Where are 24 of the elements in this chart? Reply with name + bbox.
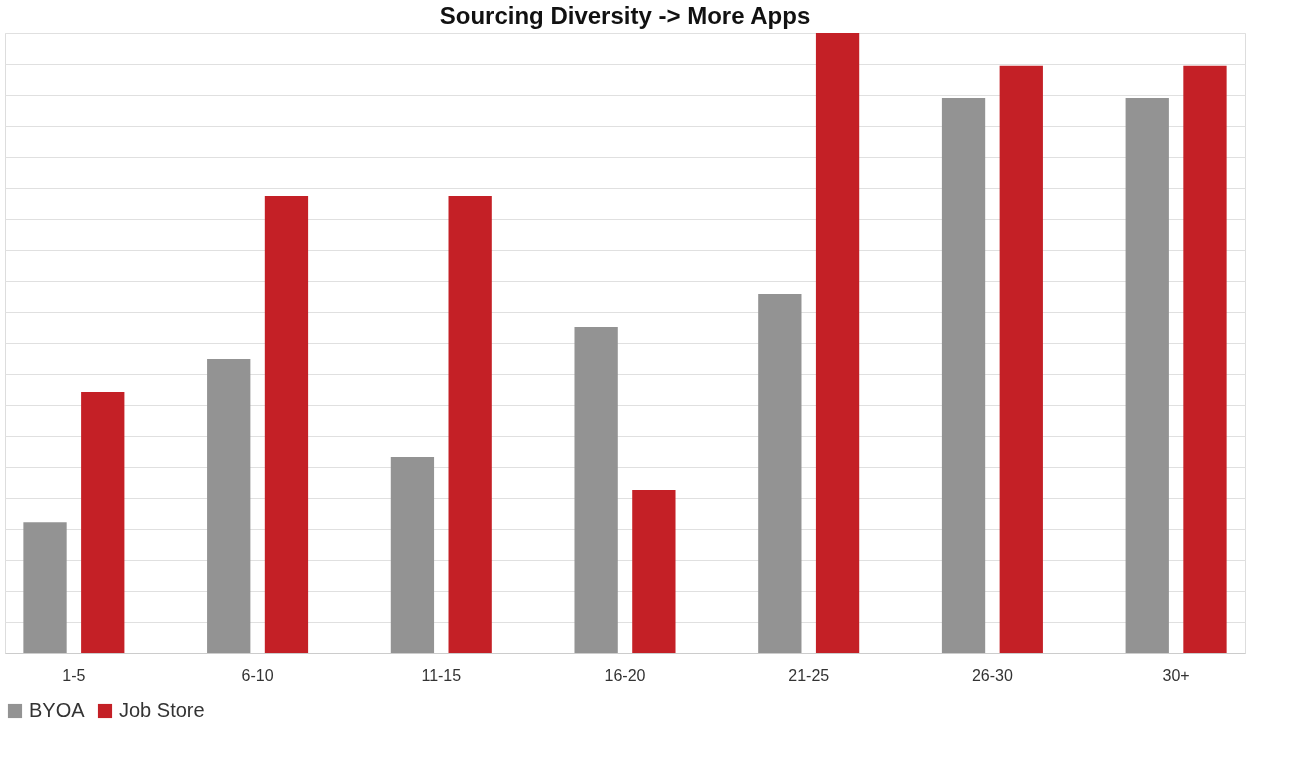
x-tick-label: 1-5 bbox=[62, 666, 86, 684]
bar bbox=[941, 98, 986, 653]
x-tick-label: 21-25 bbox=[788, 666, 830, 684]
x-tick-label: 11-15 bbox=[421, 666, 462, 684]
x-tick-label: 30+ bbox=[1162, 666, 1190, 684]
bar bbox=[264, 196, 309, 653]
x-tick-label: 26-30 bbox=[971, 666, 1013, 684]
x-tick-label: 6-10 bbox=[241, 666, 274, 684]
bar bbox=[1183, 65, 1227, 653]
legend-label: BYOA bbox=[29, 699, 86, 721]
bar bbox=[81, 391, 125, 653]
x-tick-label: 16-20 bbox=[604, 666, 646, 684]
chart-title: Sourcing Diversity -> More Apps bbox=[439, 2, 811, 29]
bar bbox=[448, 196, 492, 653]
bar bbox=[1125, 98, 1169, 653]
bar bbox=[390, 457, 435, 653]
bar bbox=[207, 359, 251, 653]
bar bbox=[758, 294, 802, 653]
bar bbox=[999, 65, 1043, 653]
bar bbox=[632, 489, 676, 653]
bar bbox=[574, 326, 618, 653]
legend-label: Job Store bbox=[119, 699, 205, 721]
bar bbox=[815, 33, 860, 653]
bar bbox=[23, 522, 67, 653]
